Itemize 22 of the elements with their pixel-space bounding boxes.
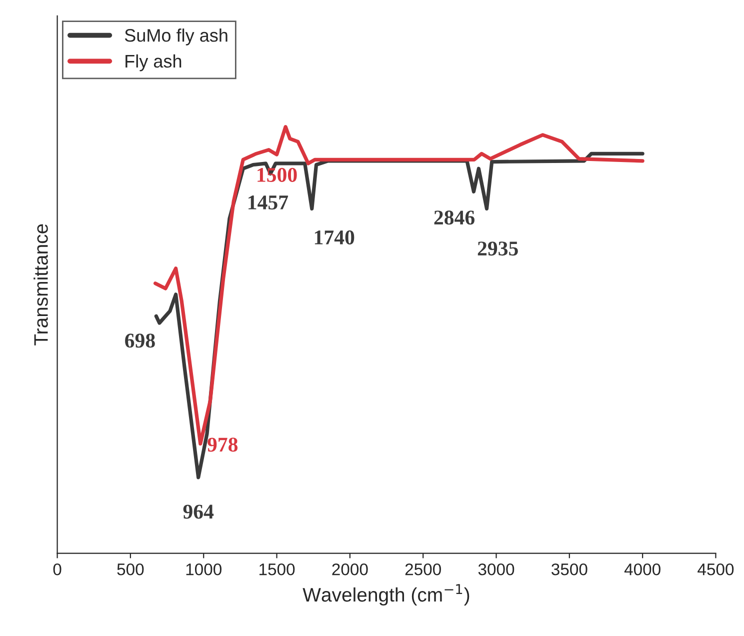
- x-tick-label: 2000: [332, 563, 368, 576]
- legend-label: Fly ash: [126, 54, 182, 72]
- x-tick-label: 2500: [405, 563, 441, 576]
- x-tick-label: 500: [117, 563, 144, 576]
- annotation: 964: [183, 504, 214, 519]
- legend-label: SuMo fly ash: [124, 28, 228, 46]
- x-tick-label: 1500: [260, 563, 295, 576]
- x-axis-title: Wavelength (cm$^{−1}$): [302, 584, 470, 606]
- x-tick-label: 1000: [186, 563, 222, 576]
- x-tick-label: 3000: [478, 563, 514, 576]
- annotation: 1500: [258, 168, 297, 182]
- annotation: 2846: [434, 210, 474, 225]
- annotation: 698: [125, 334, 155, 348]
- x-tick-label: 4500: [698, 563, 734, 576]
- x-tick-label: 3500: [552, 563, 588, 576]
- y-axis-title: Transmittance: [34, 224, 48, 346]
- annotation: 1457: [248, 196, 288, 210]
- annotation: 978: [208, 438, 238, 452]
- annotation: 2935: [478, 242, 518, 256]
- annotation: 1740: [314, 230, 354, 244]
- x-tick-label: 4000: [624, 563, 660, 576]
- x-tick-label: 0: [53, 563, 62, 576]
